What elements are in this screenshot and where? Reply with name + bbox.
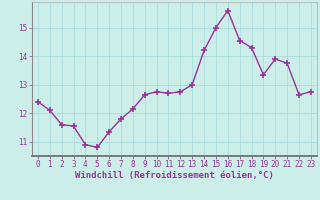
X-axis label: Windchill (Refroidissement éolien,°C): Windchill (Refroidissement éolien,°C) xyxy=(75,171,274,180)
